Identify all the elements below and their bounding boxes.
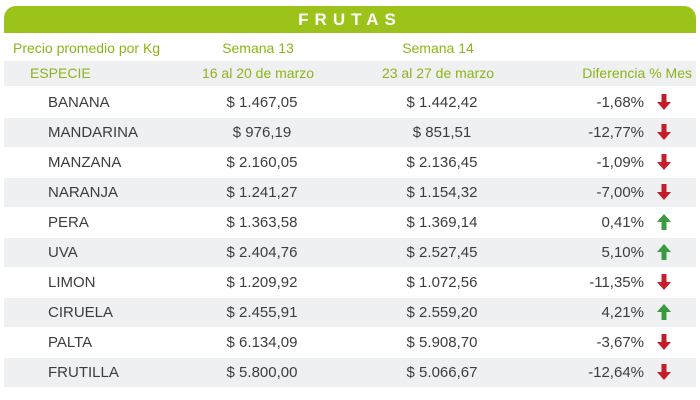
week14-price: $ 1.154,32 (406, 184, 478, 201)
week13-price: $ 2.404,76 (226, 244, 298, 261)
fruit-name: BANANA (48, 94, 110, 111)
percent-difference: -1,68% (596, 94, 644, 111)
fruit-name: CIRUELA (48, 304, 114, 321)
arrow-down-icon (654, 268, 674, 298)
fruit-name: PALTA (48, 334, 93, 351)
arrow-down-icon (654, 148, 674, 178)
week13-price: $ 2.455,91 (226, 304, 298, 321)
difference-column-header: Diferencia % Mes (582, 65, 692, 81)
week13-price: $ 5.800,00 (226, 364, 298, 381)
week14-date-range: 23 al 27 de marzo (381, 65, 495, 81)
percent-difference: -12,77% (588, 124, 644, 141)
fruit-name: MANZANA (48, 154, 122, 171)
table-row: PALTA $ 6.134,09 $ 5.908,70 -3,67% (4, 328, 696, 358)
table-row: CIRUELA $ 2.455,91 $ 2.559,20 4,21% (4, 298, 696, 328)
arrow-down-icon (654, 358, 674, 388)
week14-header: Semana 14 (402, 40, 474, 56)
percent-difference: 5,10% (601, 244, 644, 261)
table-row: UVA $ 2.404,76 $ 2.527,45 5,10% (4, 238, 696, 268)
fruit-name: PERA (48, 214, 89, 231)
week13-price: $ 1.241,27 (226, 184, 298, 201)
percent-difference: 0,41% (601, 214, 644, 231)
table-row: FRUTILLA $ 5.800,00 $ 5.066,67 -12,64% (4, 358, 696, 388)
week14-price: $ 5.066,67 (406, 364, 478, 381)
arrow-up-icon (654, 208, 674, 238)
week13-price: $ 6.134,09 (226, 334, 298, 351)
week14-price: $ 2.136,45 (406, 154, 478, 171)
table-row: PERA $ 1.363,58 $ 1.369,14 0,41% (4, 208, 696, 238)
week14-price: $ 1.442,42 (406, 94, 478, 111)
table-row: MANDARINA $ 976,19 $ 851,51 -12,77% (4, 118, 696, 148)
week13-price: $ 2.160,05 (226, 154, 298, 171)
week13-price: $ 976,19 (232, 124, 292, 141)
table-row: NARANJA $ 1.241,27 $ 1.154,32 -7,00% (4, 178, 696, 208)
fruit-name: FRUTILLA (48, 364, 119, 381)
fruit-name: NARANJA (48, 184, 119, 201)
column-header-band (4, 61, 696, 86)
week14-price: $ 851,51 (412, 124, 472, 141)
week14-price: $ 2.527,45 (406, 244, 478, 261)
percent-difference: -7,00% (596, 184, 644, 201)
table-row: MANZANA $ 2.160,05 $ 2.136,45 -1,09% (4, 148, 696, 178)
table-title-banner: FRUTAS (4, 6, 696, 33)
week14-price: $ 5.908,70 (406, 334, 478, 351)
percent-difference: -12,64% (588, 364, 644, 381)
percent-difference: 4,21% (601, 304, 644, 321)
percent-difference: -3,67% (596, 334, 644, 351)
price-table-body: BANANA $ 1.467,05 $ 1.442,42 -1,68% MANDARIN… (4, 88, 696, 388)
week13-price: $ 1.467,05 (226, 94, 298, 111)
arrow-down-icon (654, 88, 674, 118)
arrow-down-icon (654, 118, 674, 148)
week13-header: Semana 13 (222, 40, 294, 56)
table-row: LIMON $ 1.209,92 $ 1.072,56 -11,35% (4, 268, 696, 298)
week13-price: $ 1.209,92 (226, 274, 298, 291)
percent-difference: -11,35% (589, 274, 644, 291)
arrow-down-icon (654, 328, 674, 358)
fruit-name: MANDARINA (48, 124, 139, 141)
week14-price: $ 2.559,20 (406, 304, 478, 321)
price-per-kg-label: Precio promedio por Kg (13, 40, 161, 56)
table-row: BANANA $ 1.467,05 $ 1.442,42 -1,68% (4, 88, 696, 118)
arrow-down-icon (654, 178, 674, 208)
arrow-up-icon (654, 298, 674, 328)
fruit-name: LIMON (48, 274, 96, 291)
week14-price: $ 1.369,14 (406, 214, 478, 231)
week14-price: $ 1.072,56 (406, 274, 478, 291)
species-column-header: ESPECIE (30, 65, 91, 81)
fruit-name: UVA (48, 244, 78, 261)
percent-difference: -1,09% (596, 154, 644, 171)
arrow-up-icon (654, 238, 674, 268)
week13-price: $ 1.363,58 (226, 214, 298, 231)
week13-date-range: 16 al 20 de marzo (201, 65, 315, 81)
